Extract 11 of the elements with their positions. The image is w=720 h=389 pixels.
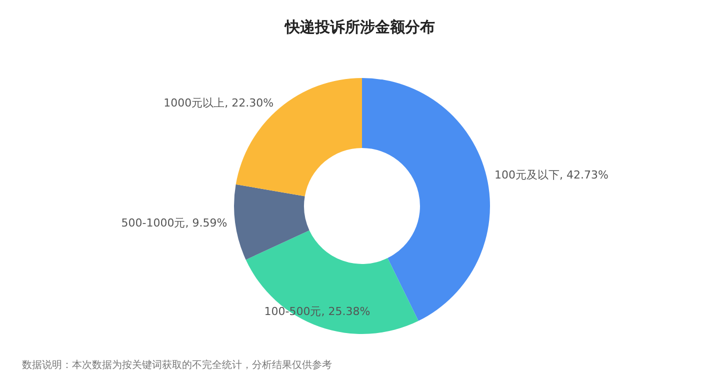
data-label: , 42.73% xyxy=(560,168,608,182)
donut-slice xyxy=(234,184,310,260)
data-label: , 22.30% xyxy=(224,96,274,110)
data-label: , 25.38% xyxy=(321,305,370,318)
data-label: , 9.59% xyxy=(185,216,228,230)
chart-title: 快递投诉所涉金额分布 xyxy=(284,18,435,36)
text: 数据说明：本次数据为按关键词获取的不完全统计，分析结果仅供参考 xyxy=(22,359,332,371)
slice-label: 1000元以上 xyxy=(164,96,225,110)
slice-label: 100元及以下 xyxy=(494,168,560,182)
donut-slice xyxy=(246,230,418,334)
slice-label: 500-1000元 xyxy=(121,216,186,230)
